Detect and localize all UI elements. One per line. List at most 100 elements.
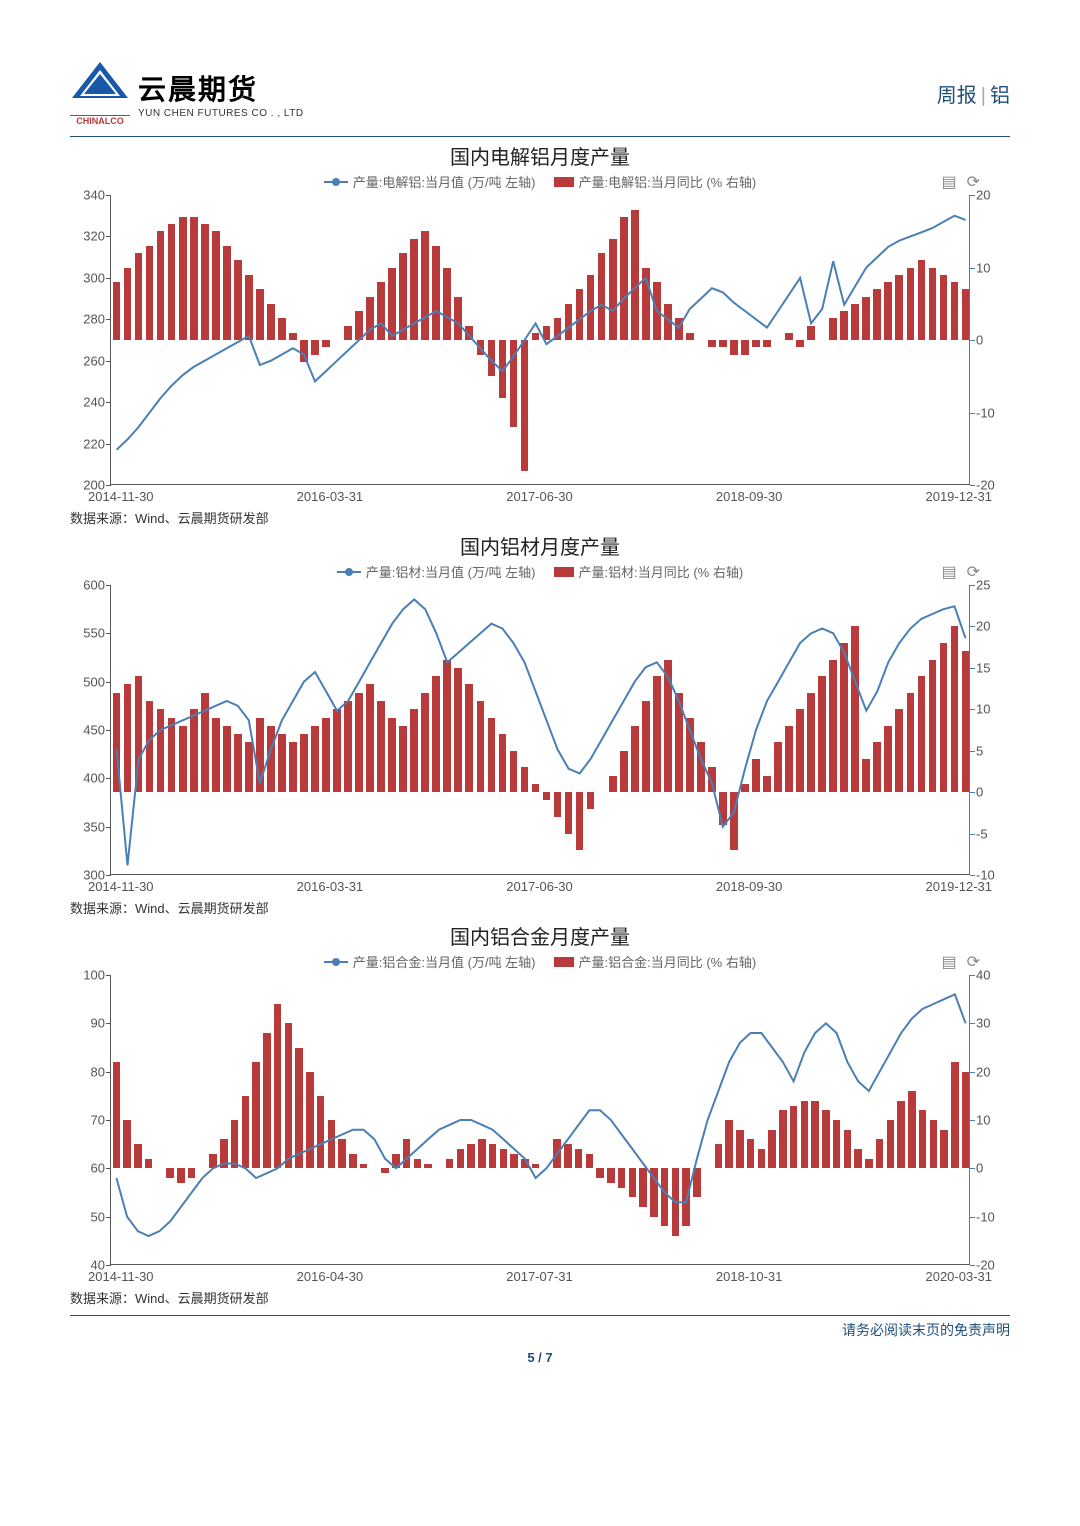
list-icon[interactable]: ▤ <box>941 952 956 972</box>
bar <box>421 231 429 340</box>
bar <box>521 340 529 471</box>
bar <box>465 684 473 792</box>
bar <box>201 693 209 792</box>
data-source-label: 数据来源：Wind、云晨期货研发部 <box>70 1288 1010 1307</box>
bar <box>708 767 716 792</box>
bar <box>554 792 562 817</box>
x-tick-label: 2016-04-30 <box>297 1269 364 1284</box>
bar <box>212 231 220 340</box>
bar <box>907 693 915 792</box>
bar <box>410 239 418 341</box>
bar <box>873 742 881 792</box>
bar <box>884 282 892 340</box>
bar <box>822 1110 830 1168</box>
bar <box>285 1023 293 1168</box>
bar <box>457 1149 465 1168</box>
bar <box>333 709 341 792</box>
bar <box>349 1154 357 1169</box>
bar <box>113 693 121 792</box>
chart-2: 国内铝合金月度产量产量:铝合金:当月值 (万/吨 左轴) 产量:铝合金:当月同比 … <box>70 921 1010 1307</box>
bar <box>220 1139 228 1168</box>
bar <box>521 1159 529 1169</box>
bar <box>653 676 661 792</box>
bar <box>631 210 639 341</box>
bar <box>686 718 694 793</box>
list-icon[interactable]: ▤ <box>941 172 956 192</box>
bar <box>113 1062 121 1168</box>
bar <box>274 1004 282 1168</box>
bar <box>177 1168 185 1183</box>
bar <box>256 289 264 340</box>
bar <box>951 282 959 340</box>
bar <box>553 1139 561 1168</box>
bar <box>887 1120 895 1168</box>
bar <box>672 1168 680 1236</box>
bar <box>919 1110 927 1168</box>
bar <box>256 718 264 793</box>
bar <box>719 340 727 347</box>
bar <box>521 767 529 792</box>
bar <box>410 709 418 792</box>
bar <box>179 726 187 792</box>
bar <box>532 784 540 792</box>
bar <box>763 776 771 793</box>
bar <box>768 1130 776 1169</box>
bar <box>962 289 970 340</box>
bar <box>146 246 154 340</box>
bar <box>234 260 242 340</box>
bar <box>188 1168 196 1178</box>
bar <box>865 1159 873 1169</box>
bar <box>598 253 606 340</box>
logo-cn: 云晨期货 <box>138 68 304 108</box>
legend-bar-item: 产量:电解铝:当月同比 (% 右轴) <box>554 172 757 191</box>
bar <box>796 709 804 792</box>
bar <box>465 326 473 341</box>
bar <box>267 726 275 792</box>
bar <box>414 1159 422 1169</box>
bar <box>730 340 738 355</box>
bar <box>661 1168 669 1226</box>
legend-line-item: 产量:铝合金:当月值 (万/吨 左轴) <box>324 952 536 971</box>
bar <box>564 1144 572 1168</box>
bar <box>639 1168 647 1207</box>
line-series <box>111 195 971 485</box>
bar <box>366 297 374 341</box>
line-marker-icon <box>324 181 348 183</box>
bar <box>618 1168 626 1187</box>
bar <box>190 709 198 792</box>
list-icon[interactable]: ▤ <box>941 562 956 582</box>
bar <box>587 792 595 809</box>
bar <box>801 1101 809 1169</box>
chinalco-text: CHINALCO <box>70 115 130 126</box>
bar <box>278 318 286 340</box>
bar <box>289 333 297 340</box>
page-header: CHINALCO 云晨期货 YUN CHEN FUTURES CO . , LT… <box>70 60 1010 126</box>
bar <box>478 1139 486 1168</box>
legend-line-item: 产量:电解铝:当月值 (万/吨 左轴) <box>324 172 536 191</box>
bar <box>897 1101 905 1169</box>
bar <box>123 1120 131 1168</box>
bar <box>790 1106 798 1169</box>
bar <box>736 1130 744 1169</box>
report-type: 周报 <box>937 85 977 107</box>
legend-line-item: 产量:铝材:当月值 (万/吨 左轴) <box>337 562 536 581</box>
bar <box>231 1120 239 1168</box>
bar <box>168 224 176 340</box>
bar <box>576 289 584 340</box>
bar <box>693 1168 701 1197</box>
bar <box>682 1168 690 1226</box>
bar <box>785 333 793 340</box>
legend-bar-label: 产量:铝合金:当月同比 (% 右轴) <box>579 952 757 971</box>
bar <box>609 239 617 341</box>
bar <box>818 676 826 792</box>
bar <box>862 297 870 341</box>
chart-title: 国内铝合金月度产量 <box>70 921 1010 950</box>
bar <box>951 626 959 792</box>
bar <box>355 311 363 340</box>
logo-mark: CHINALCO <box>70 60 130 126</box>
line-marker-icon <box>337 571 361 573</box>
bar <box>489 1144 497 1168</box>
x-axis-labels: 2014-11-302016-04-302017-07-312018-10-31… <box>88 1269 992 1284</box>
bar <box>477 340 485 355</box>
footer-divider <box>70 1315 1010 1316</box>
